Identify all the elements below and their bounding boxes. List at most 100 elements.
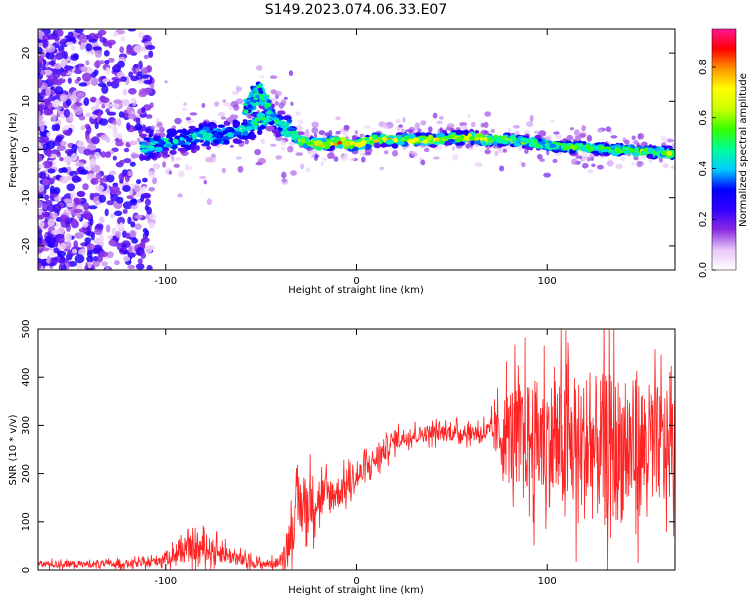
noise-blob [134,123,143,131]
ridge-point [233,131,243,135]
ridge-point [179,136,184,141]
ridge-point [165,143,172,148]
noise-blob [98,194,107,203]
ridge-point [497,139,504,144]
ridge-point [193,139,201,143]
ridge-point [338,144,344,149]
halo-blob [670,165,675,169]
branch-point [251,102,257,107]
noise-blob [142,177,148,183]
noise-blob [55,234,65,244]
noise-blob [141,185,147,193]
noise-blob [115,230,121,238]
noise-blob [105,137,111,143]
noise-blob [87,261,92,269]
halo-blob [432,112,438,119]
noise-blob [71,152,78,162]
halo-blob [270,143,277,147]
noise-blob [119,248,125,253]
noise-blob [44,235,53,244]
colorbar-tick-label: 0.4 [698,161,709,177]
noise-blob [73,67,83,75]
noise-blob [57,45,65,52]
noise-blob [146,264,153,270]
noise-blob [98,118,109,126]
halo-blob [164,80,168,84]
noise-blob [137,71,143,77]
ridge-point [249,133,257,139]
halo-blob [537,154,543,160]
ridge-point [151,141,159,144]
noise-blob [54,197,60,203]
ridge-point [629,147,634,154]
ridge-point [171,125,177,130]
halo-blob [550,119,555,123]
halo-blob [436,120,443,125]
noise-blob [126,122,131,130]
halo-blob [523,130,531,135]
noise-blob [89,192,95,201]
noise-blob [113,99,123,104]
ridge-point [304,137,310,142]
noise-blob [119,46,124,54]
ridge-point [148,133,153,138]
ridge-point [201,126,210,130]
noise-blob [101,97,110,104]
noise-blob [55,29,64,37]
noise-blob [125,232,131,239]
noise-blob [53,36,60,41]
noise-blob [79,44,86,50]
noise-blob [43,194,50,201]
ridge-point [271,129,278,134]
ridge-point [654,147,660,152]
noise-blob [59,214,69,222]
noise-blob [55,53,64,60]
halo-blob [504,145,511,149]
noise-blob [117,216,125,225]
y-tick-label: 0 [21,146,32,152]
ridge-point [336,141,343,145]
halo-blob [237,165,244,173]
noise-blob [52,70,61,79]
noise-blob [92,46,102,51]
noise-blob [80,66,88,73]
ridge-point [194,127,200,131]
ridge-point [198,124,204,130]
noise-blob [90,77,99,87]
noise-blob [112,132,119,138]
ridge-point [481,137,490,141]
noise-blob [143,79,153,85]
halo-blob [468,147,475,150]
y-tick-label: 0 [21,567,32,573]
halo-blob [348,157,356,161]
halo-blob [152,177,158,185]
spectrogram-marks [38,29,675,270]
snr-x-axis-label: Height of straight line (km) [288,585,424,596]
noise-blob [108,42,113,49]
ridge-point [206,145,212,150]
halo-blob [174,117,182,125]
noise-blob [58,263,64,270]
noise-blob [67,260,77,267]
ridge-point [351,146,359,152]
ridge-point [487,136,494,143]
halo-blob [214,101,220,107]
ridge-point [171,144,177,150]
ridge-point [433,141,441,145]
ridge-point [203,140,211,146]
ridge-point [348,145,354,149]
halo-blob [281,171,287,179]
halo-blob [311,121,319,128]
halo-blob [490,129,495,133]
colorbar-gradient [711,28,737,271]
noise-blob [93,244,103,252]
ridge-point [159,141,166,146]
ridge-point [333,139,339,144]
noise-blob [127,216,132,225]
noise-blob [38,55,44,64]
halo-blob [335,116,341,121]
noise-blob [85,60,90,66]
noise-blob [64,148,75,155]
ridge-point [313,140,323,145]
